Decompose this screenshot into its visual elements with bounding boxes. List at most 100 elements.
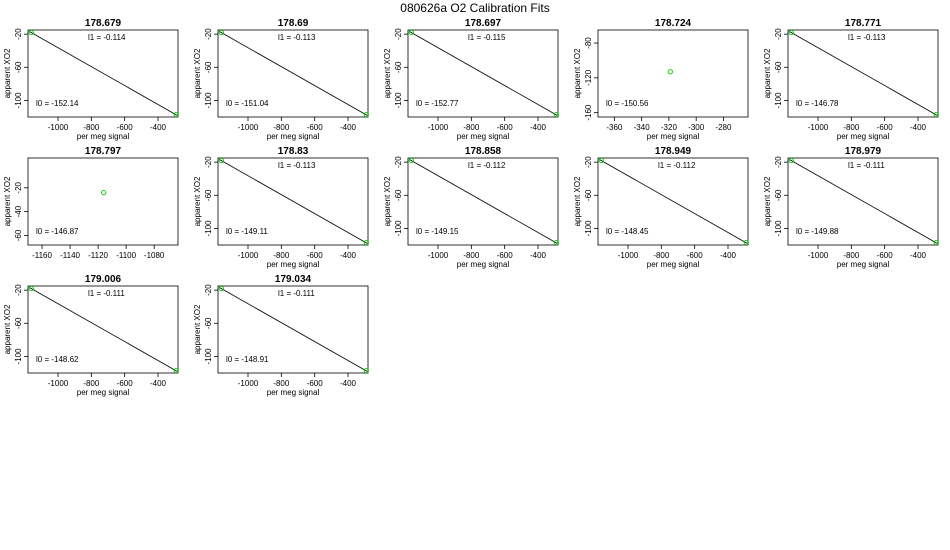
y-tick-label: -60 bbox=[774, 61, 783, 73]
x-tick-label: -400 bbox=[910, 251, 927, 260]
x-tick-label: -800 bbox=[273, 379, 290, 388]
l1-annotation: l1 = -0.111 bbox=[848, 161, 885, 170]
data-point bbox=[553, 239, 559, 246]
panel-178.679: 178.679 -1000 -800 -600 -400 -20 -60 -100 per me… bbox=[3, 18, 179, 141]
panel-title: 178.771 bbox=[845, 18, 882, 29]
x-tick-label: -1000 bbox=[238, 123, 259, 132]
x-axis-label: per meg signal bbox=[267, 132, 320, 141]
x-tick-label: -1000 bbox=[808, 123, 829, 132]
l1-annotation: l1 = -0.112 bbox=[658, 161, 696, 170]
y-axis-label: apparent XO2 bbox=[763, 48, 772, 98]
data-point bbox=[28, 29, 34, 36]
data-point bbox=[101, 189, 107, 196]
data-point bbox=[173, 367, 179, 374]
y-axis-label: apparent XO2 bbox=[383, 176, 392, 226]
x-axis-label: per meg signal bbox=[77, 132, 130, 141]
panel-178.69: 178.69 -1000 -800 -600 -400 -20 -60 -100 per meg… bbox=[193, 18, 369, 141]
x-tick-label: -1080 bbox=[144, 251, 165, 260]
y-axis-label: apparent XO2 bbox=[193, 48, 202, 98]
x-tick-label: -1120 bbox=[88, 251, 108, 260]
l0-annotation: l0 = -149.88 bbox=[796, 227, 839, 236]
data-point bbox=[667, 69, 673, 75]
x-axis-label: per meg signal bbox=[837, 260, 890, 269]
y-axis-label: apparent XO2 bbox=[193, 304, 202, 354]
x-tick-label: -300 bbox=[688, 123, 705, 132]
l1-annotation: l1 = -0.111 bbox=[278, 289, 315, 298]
y-axis-label: apparent XO2 bbox=[3, 304, 12, 354]
x-tick-label: -280 bbox=[715, 123, 732, 132]
y-tick-label: -100 bbox=[584, 220, 593, 237]
panel-179.006: 179.006 -1000 -800 -600 -400 -20 -60 -100 per me… bbox=[3, 274, 179, 397]
y-tick-label: -20 bbox=[774, 156, 783, 168]
plot-frame bbox=[787, 157, 939, 246]
x-tick-label: -600 bbox=[497, 251, 514, 260]
y-tick-label: -20 bbox=[394, 28, 403, 40]
panel-178.979: 178.979 -1000 -800 -600 -400 -20 -60 -100 per me… bbox=[763, 146, 939, 269]
panel-178.724: 178.724 -360 -340 -320 -300 -280 -80 -120 -160 pe… bbox=[573, 18, 749, 141]
panel-178.83: 178.83 -1000 -800 -600 -400 -20 -60 -100 per meg… bbox=[193, 146, 369, 269]
l0-annotation: l0 = -151.04 bbox=[226, 99, 269, 108]
y-tick-label: -80 bbox=[584, 37, 593, 49]
y-tick-label: -100 bbox=[394, 92, 403, 109]
x-tick-label: -600 bbox=[117, 123, 134, 132]
x-tick-label: -800 bbox=[83, 379, 100, 388]
y-tick-label: -20 bbox=[204, 28, 213, 40]
l0-annotation: l0 = -149.11 bbox=[226, 227, 268, 236]
data-point bbox=[218, 157, 224, 164]
x-tick-label: -1000 bbox=[238, 379, 259, 388]
y-tick-label: -60 bbox=[204, 317, 213, 329]
plot-frame bbox=[27, 157, 179, 246]
x-tick-label: -800 bbox=[843, 123, 860, 132]
plot-frame bbox=[217, 29, 369, 118]
y-tick-label: -40 bbox=[14, 205, 23, 217]
fit-line bbox=[789, 159, 938, 244]
data-point bbox=[363, 239, 369, 246]
fit-line bbox=[29, 31, 178, 116]
x-tick-label: -800 bbox=[463, 123, 480, 132]
x-tick-label: -360 bbox=[606, 123, 623, 132]
fit-line bbox=[29, 287, 178, 372]
y-axis-label: apparent XO2 bbox=[193, 176, 202, 226]
data-point bbox=[933, 239, 939, 246]
x-tick-label: -320 bbox=[661, 123, 678, 132]
fit-line bbox=[219, 31, 368, 116]
panel-title: 178.83 bbox=[278, 146, 309, 157]
data-point bbox=[363, 367, 369, 374]
x-tick-label: -1140 bbox=[60, 251, 80, 260]
panel-title: 178.949 bbox=[655, 146, 692, 157]
l1-annotation: l1 = -0.112 bbox=[468, 161, 506, 170]
panel-title: 179.034 bbox=[275, 274, 312, 285]
x-axis-label: per meg signal bbox=[837, 132, 890, 141]
y-axis-label: apparent XO2 bbox=[573, 48, 582, 98]
x-tick-label: -800 bbox=[273, 251, 290, 260]
plot-frame bbox=[217, 285, 369, 374]
x-tick-label: -400 bbox=[530, 123, 547, 132]
y-tick-label: -60 bbox=[204, 189, 213, 201]
data-point bbox=[598, 157, 604, 164]
panel-178.797: 178.797 -1160 -1140 -1120 -1100 -1080 -20 -40 -6… bbox=[3, 146, 179, 260]
x-tick-label: -800 bbox=[463, 251, 480, 260]
x-tick-label: -400 bbox=[340, 123, 357, 132]
x-tick-label: -600 bbox=[307, 123, 324, 132]
x-axis-label: per meg signal bbox=[647, 260, 700, 269]
x-tick-label: -600 bbox=[307, 379, 324, 388]
y-tick-label: -100 bbox=[774, 92, 783, 109]
data-point bbox=[218, 29, 224, 36]
x-tick-label: -1000 bbox=[48, 379, 69, 388]
y-tick-label: -60 bbox=[394, 189, 403, 201]
x-axis-label: per meg signal bbox=[457, 132, 510, 141]
y-tick-label: -100 bbox=[394, 220, 403, 237]
y-tick-label: -100 bbox=[14, 92, 23, 109]
x-tick-label: -400 bbox=[150, 123, 167, 132]
data-point bbox=[408, 157, 414, 164]
l0-annotation: l0 = -146.78 bbox=[796, 99, 839, 108]
panel-title: 178.724 bbox=[655, 18, 692, 29]
x-tick-label: -400 bbox=[340, 251, 357, 260]
y-tick-label: -100 bbox=[774, 220, 783, 237]
panel-178.858: 178.858 -1000 -800 -600 -400 -20 -60 -100 per me… bbox=[383, 146, 559, 269]
l1-annotation: l1 = -0.111 bbox=[88, 289, 125, 298]
plot-frame bbox=[597, 29, 749, 118]
panel-title: 178.979 bbox=[845, 146, 882, 157]
y-tick-label: -60 bbox=[14, 317, 23, 329]
